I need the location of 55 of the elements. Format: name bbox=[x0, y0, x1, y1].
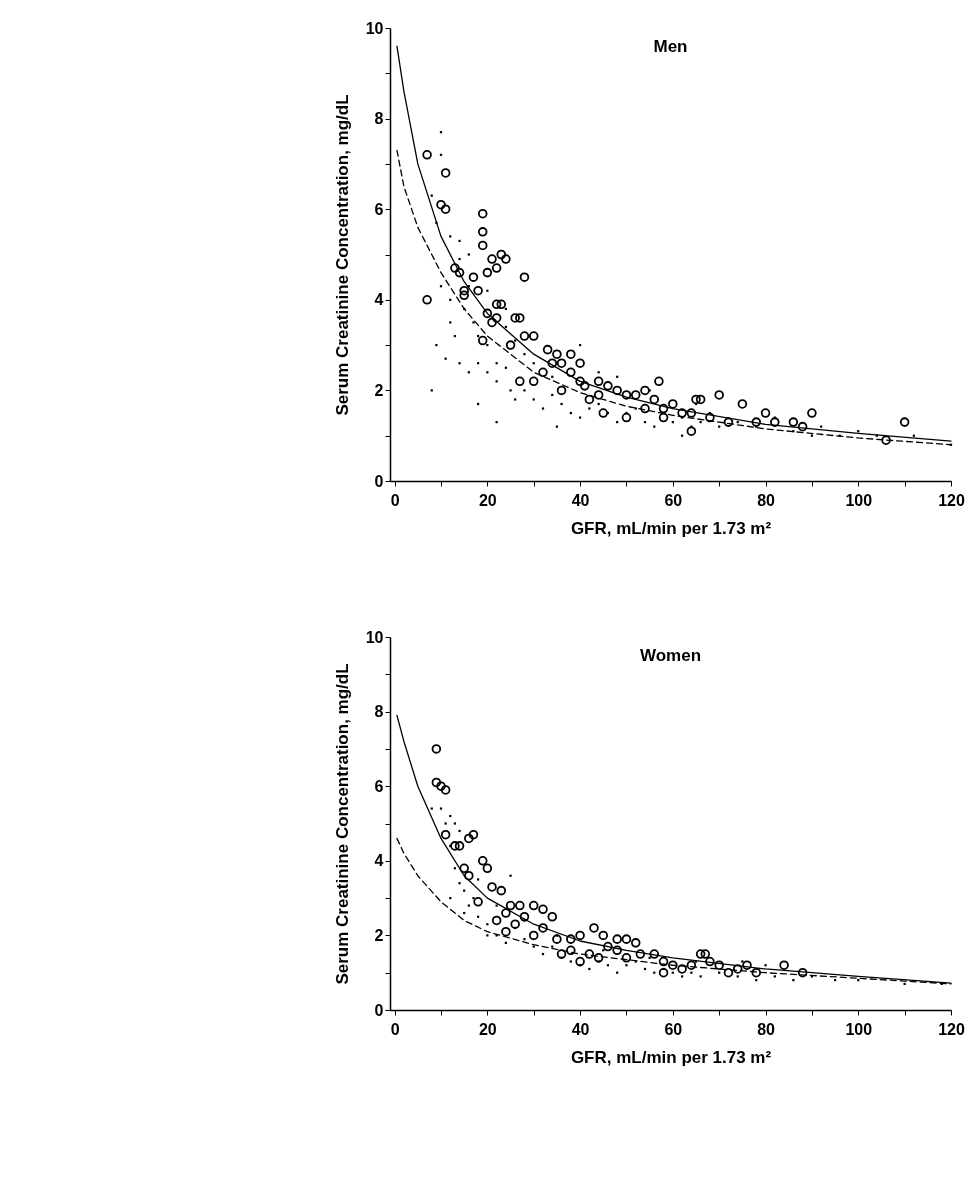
y-tick-label: 6 bbox=[374, 200, 384, 218]
y-tick-label: 0 bbox=[374, 472, 384, 490]
point bbox=[472, 896, 475, 900]
point bbox=[699, 975, 702, 978]
y-tick-label: 8 bbox=[374, 703, 384, 721]
point bbox=[764, 964, 767, 967]
y-tick-label: 4 bbox=[374, 852, 384, 870]
x-axis-title: GFR, mL/min per 1.73 m² bbox=[570, 1047, 772, 1067]
point bbox=[736, 975, 739, 978]
x-tick-label: 40 bbox=[571, 1020, 590, 1038]
point bbox=[458, 882, 461, 885]
y-tick-label: 10 bbox=[365, 628, 384, 646]
y-tick-label: 6 bbox=[374, 777, 384, 795]
point bbox=[486, 934, 489, 937]
point bbox=[439, 807, 443, 810]
x-tick-label: 100 bbox=[845, 491, 873, 509]
y-tick-label: 2 bbox=[374, 926, 384, 944]
x-tick-label: 20 bbox=[478, 491, 497, 509]
x-tick-label: 100 bbox=[845, 1020, 873, 1038]
point bbox=[430, 807, 433, 810]
x-tick-label: 120 bbox=[938, 1020, 965, 1038]
text: Men bbox=[653, 37, 688, 56]
x-tick-label: 120 bbox=[938, 491, 965, 509]
x-tick-label: 60 bbox=[664, 491, 683, 509]
point bbox=[569, 960, 572, 963]
x-tick-label: 60 bbox=[664, 1020, 683, 1038]
point bbox=[509, 874, 512, 877]
point bbox=[495, 904, 498, 907]
x-tick-label: 20 bbox=[478, 1020, 497, 1038]
point bbox=[773, 975, 776, 978]
y-tick-label: 8 bbox=[374, 110, 384, 128]
x-tick-label: 80 bbox=[757, 491, 776, 509]
point bbox=[680, 975, 684, 978]
y-tick-label: 4 bbox=[374, 291, 384, 309]
x-tick-label: 0 bbox=[390, 1020, 400, 1038]
point bbox=[625, 964, 628, 967]
y-tick-label: 0 bbox=[374, 1001, 384, 1019]
x-tick-label: 80 bbox=[757, 1020, 776, 1038]
point bbox=[741, 960, 744, 963]
point bbox=[551, 945, 554, 948]
point bbox=[532, 945, 535, 948]
y-axis-title: Serum Creatinine Concentration, mg/dL bbox=[332, 663, 352, 985]
y-tick-label: 10 bbox=[365, 19, 384, 37]
y-axis-title: Serum Creatinine Concentration, mg/dL bbox=[332, 94, 352, 416]
point bbox=[453, 822, 457, 825]
point bbox=[523, 938, 526, 941]
x-tick-label: 0 bbox=[390, 491, 400, 509]
point bbox=[476, 878, 480, 881]
text: Women bbox=[639, 646, 702, 665]
point bbox=[458, 829, 461, 833]
y-tick-label: 2 bbox=[374, 381, 384, 399]
point bbox=[444, 822, 447, 825]
x-axis-title: GFR, mL/min per 1.73 m² bbox=[570, 518, 772, 538]
x-tick-label: 40 bbox=[571, 491, 590, 509]
point bbox=[467, 904, 470, 907]
